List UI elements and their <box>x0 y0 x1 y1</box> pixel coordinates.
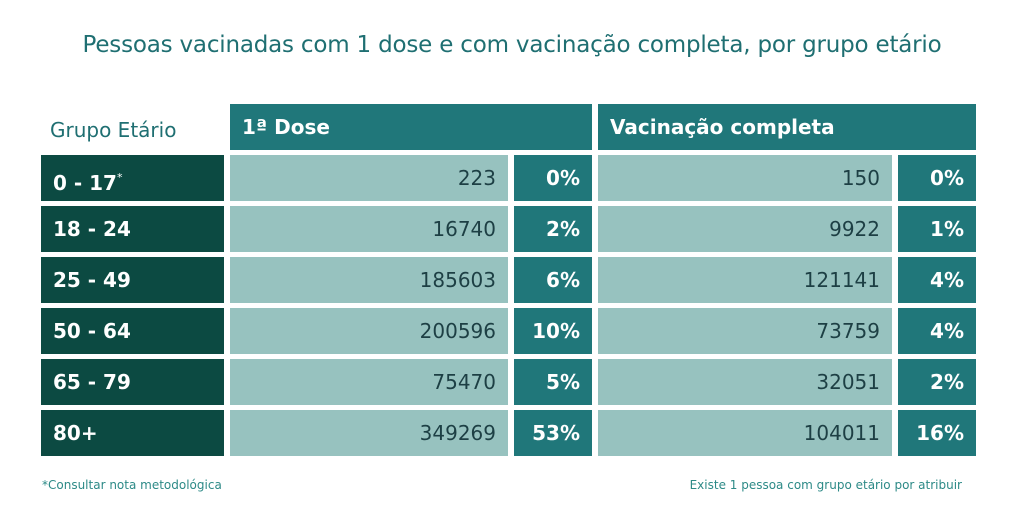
complete-pct-cell-text: 4% <box>930 268 964 292</box>
first-dose-value-cell: 223 <box>230 155 508 201</box>
first-dose-column-header: 1ª Dose <box>230 104 592 150</box>
complete-value-cell-text: 104011 <box>803 421 880 445</box>
first-dose-value-cell-text: 185603 <box>419 268 496 292</box>
group-cell: 18 - 24 <box>41 206 224 252</box>
first-dose-pct-cell: 0% <box>514 155 592 201</box>
complete-pct-cell-text: 16% <box>916 421 964 445</box>
complete-value-cell-text: 32051 <box>816 370 880 394</box>
complete-pct-cell: 2% <box>898 359 976 405</box>
complete-pct-cell-text: 4% <box>930 319 964 343</box>
complete-value-cell-text: 150 <box>841 166 880 190</box>
first-dose-pct-cell-text: 6% <box>546 268 580 292</box>
first-dose-value-cell: 349269 <box>230 410 508 456</box>
first-dose-pct-cell: 53% <box>514 410 592 456</box>
complete-value-cell: 9922 <box>598 206 892 252</box>
first-dose-value-cell: 200596 <box>230 308 508 354</box>
first-dose-pct-cell-text: 10% <box>532 319 580 343</box>
first-dose-pct-cell-text: 53% <box>532 421 580 445</box>
first-dose-pct-cell: 5% <box>514 359 592 405</box>
group-cell-text: 50 - 64 <box>53 319 131 343</box>
complete-value-cell-text: 121141 <box>803 268 880 292</box>
first-dose-value-cell-text: 16740 <box>432 217 496 241</box>
group-cell-text: 0 - 17 <box>53 171 117 195</box>
complete-pct-cell: 4% <box>898 308 976 354</box>
first-dose-value-cell-text: 223 <box>457 166 496 190</box>
group-cell-text: 80+ <box>53 421 98 445</box>
group-cell-text: 25 - 49 <box>53 268 131 292</box>
group-cell: 0 - 17* <box>41 155 224 201</box>
first-dose-value-cell-text: 75470 <box>432 370 496 394</box>
complete-value-cell: 150 <box>598 155 892 201</box>
complete-value-cell: 121141 <box>598 257 892 303</box>
complete-value-cell: 73759 <box>598 308 892 354</box>
group-cell-text: 18 - 24 <box>53 217 131 241</box>
complete-pct-cell: 16% <box>898 410 976 456</box>
methodology-note: *Consultar nota metodológica <box>42 478 222 492</box>
complete-value-cell: 104011 <box>598 410 892 456</box>
group-cell: 50 - 64 <box>41 308 224 354</box>
complete-pct-cell: 4% <box>898 257 976 303</box>
unassigned-note: Existe 1 pessoa com grupo etário por atr… <box>689 478 962 492</box>
complete-pct-cell-text: 0% <box>930 166 964 190</box>
group-cell: 80+ <box>41 410 224 456</box>
complete-pct-cell: 0% <box>898 155 976 201</box>
complete-column-header: Vacinação completa <box>598 104 976 150</box>
complete-value-cell: 32051 <box>598 359 892 405</box>
complete-value-cell-text: 9922 <box>829 217 880 241</box>
first-dose-pct-cell-text: 2% <box>546 217 580 241</box>
footnote-marker: * <box>116 171 123 184</box>
complete-pct-cell-text: 2% <box>930 370 964 394</box>
first-dose-value-cell: 185603 <box>230 257 508 303</box>
first-dose-value-cell: 16740 <box>230 206 508 252</box>
group-column-header: Grupo Etário <box>50 118 177 142</box>
first-dose-pct-cell: 10% <box>514 308 592 354</box>
first-dose-pct-cell-text: 5% <box>546 370 580 394</box>
complete-value-cell-text: 73759 <box>816 319 880 343</box>
first-dose-value-cell-text: 200596 <box>419 319 496 343</box>
first-dose-pct-cell: 2% <box>514 206 592 252</box>
group-cell: 25 - 49 <box>41 257 224 303</box>
complete-pct-cell-text: 1% <box>930 217 964 241</box>
group-cell: 65 - 79 <box>41 359 224 405</box>
first-dose-value-cell: 75470 <box>230 359 508 405</box>
group-cell-text: 65 - 79 <box>53 370 131 394</box>
chart-title: Pessoas vacinadas com 1 dose e com vacin… <box>82 32 942 58</box>
first-dose-pct-cell: 6% <box>514 257 592 303</box>
first-dose-value-cell-text: 349269 <box>419 421 496 445</box>
first-dose-pct-cell-text: 0% <box>546 166 580 190</box>
complete-pct-cell: 1% <box>898 206 976 252</box>
